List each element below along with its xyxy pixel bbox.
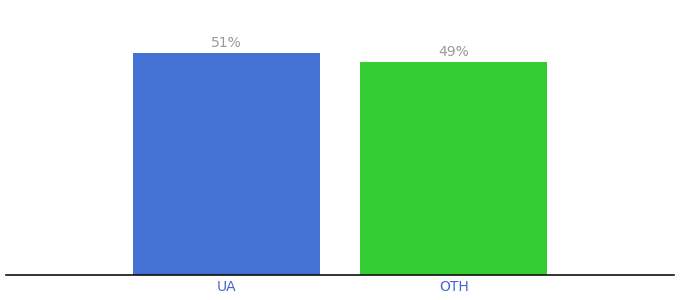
Bar (133, 53, 320, 275)
Bar (360, 62, 547, 275)
Text: 49%: 49% (439, 45, 469, 58)
Text: 51%: 51% (211, 36, 241, 50)
